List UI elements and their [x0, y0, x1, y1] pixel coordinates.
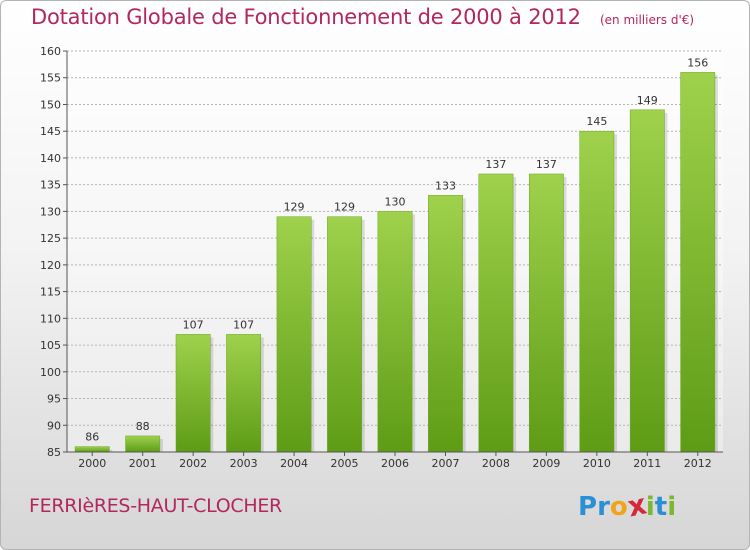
y-tick-label: 150 [40, 98, 61, 111]
x-tick-label: 2012 [684, 457, 712, 470]
bar-value-label: 137 [485, 158, 506, 171]
brand-logo: Proxiti [578, 487, 677, 523]
brand-letter: r [597, 492, 610, 522]
y-tick-label: 100 [40, 366, 61, 379]
bar-2010 [579, 130, 615, 453]
y-tick-label: 125 [40, 232, 61, 245]
bar-2000 [74, 446, 110, 453]
brand-letter: i [667, 492, 677, 522]
bar-value-label: 86 [85, 431, 99, 444]
y-tick-label: 85 [47, 446, 61, 459]
y-tick-label: 145 [40, 125, 61, 138]
y-tick-label: 90 [47, 419, 61, 432]
bar-value-label: 130 [385, 195, 406, 208]
brand-letter: t [654, 492, 668, 522]
brand-letter: P [578, 492, 598, 522]
bar-value-label: 156 [687, 56, 708, 69]
bar-2005 [327, 216, 362, 453]
bar-value-label: 107 [233, 318, 254, 331]
axes: 85 90 95 100 105 110 115 120 125 130 135 140 145 150 1… [40, 45, 723, 470]
y-tick-label: 140 [40, 152, 61, 165]
brand-letter: i [645, 492, 655, 522]
title-row: Dotation Globale de Fonctionnement de 20… [31, 5, 694, 29]
bar-value-label: 129 [334, 201, 355, 214]
x-tick-label: 2010 [583, 457, 611, 470]
bar-value-label: 88 [136, 420, 150, 433]
bar-2008 [478, 173, 514, 453]
y-tick-label: 110 [40, 312, 61, 325]
bar-2001 [125, 435, 161, 453]
bars: 86 88 107 107 129 129 130 133 137 137 145 149 156 [74, 56, 718, 453]
y-tick-label: 160 [40, 45, 61, 58]
y-tick-label: 105 [40, 339, 61, 352]
x-tick-label: 2005 [331, 457, 359, 470]
x-tick-label: 2009 [532, 457, 560, 470]
bar-value-label: 137 [536, 158, 557, 171]
commune-name: FERRIèRES-HAUT-CLOCHER [29, 495, 282, 517]
bar-2003 [226, 334, 262, 453]
y-tick-label: 155 [40, 72, 61, 85]
bar-2012 [680, 72, 716, 453]
chart-subtitle: (en milliers d'€) [599, 13, 695, 27]
bar-value-label: 107 [183, 318, 204, 331]
x-tick-label: 2004 [280, 457, 308, 470]
bar-value-label: 149 [637, 94, 658, 107]
y-tick-label: 135 [40, 179, 61, 192]
x-tick-label: 2003 [230, 457, 258, 470]
chart-title: Dotation Globale de Fonctionnement de 20… [31, 5, 581, 29]
y-tick-label: 95 [47, 393, 61, 406]
bar-value-label: 133 [435, 179, 456, 192]
x-tick-label: 2000 [78, 457, 106, 470]
bar-2009 [528, 173, 564, 453]
x-tick-label: 2011 [633, 457, 661, 470]
bar-2004 [276, 216, 312, 453]
bar-2006 [377, 211, 413, 453]
bar-value-label: 145 [586, 115, 607, 128]
y-tick-label: 130 [40, 205, 61, 218]
x-tick-label: 2008 [482, 457, 510, 470]
bar-2011 [629, 109, 665, 453]
bar-2007 [428, 195, 463, 453]
bar-2002 [175, 334, 211, 453]
bar-value-label: 129 [284, 201, 305, 214]
y-tick-label: 115 [40, 286, 61, 299]
y-tick-label: 120 [40, 259, 61, 272]
brand-letter: o [609, 492, 628, 522]
x-tick-label: 2006 [381, 457, 409, 470]
x-tick-label: 2002 [179, 457, 207, 470]
x-tick-label: 2007 [431, 457, 459, 470]
x-tick-label: 2001 [129, 457, 157, 470]
